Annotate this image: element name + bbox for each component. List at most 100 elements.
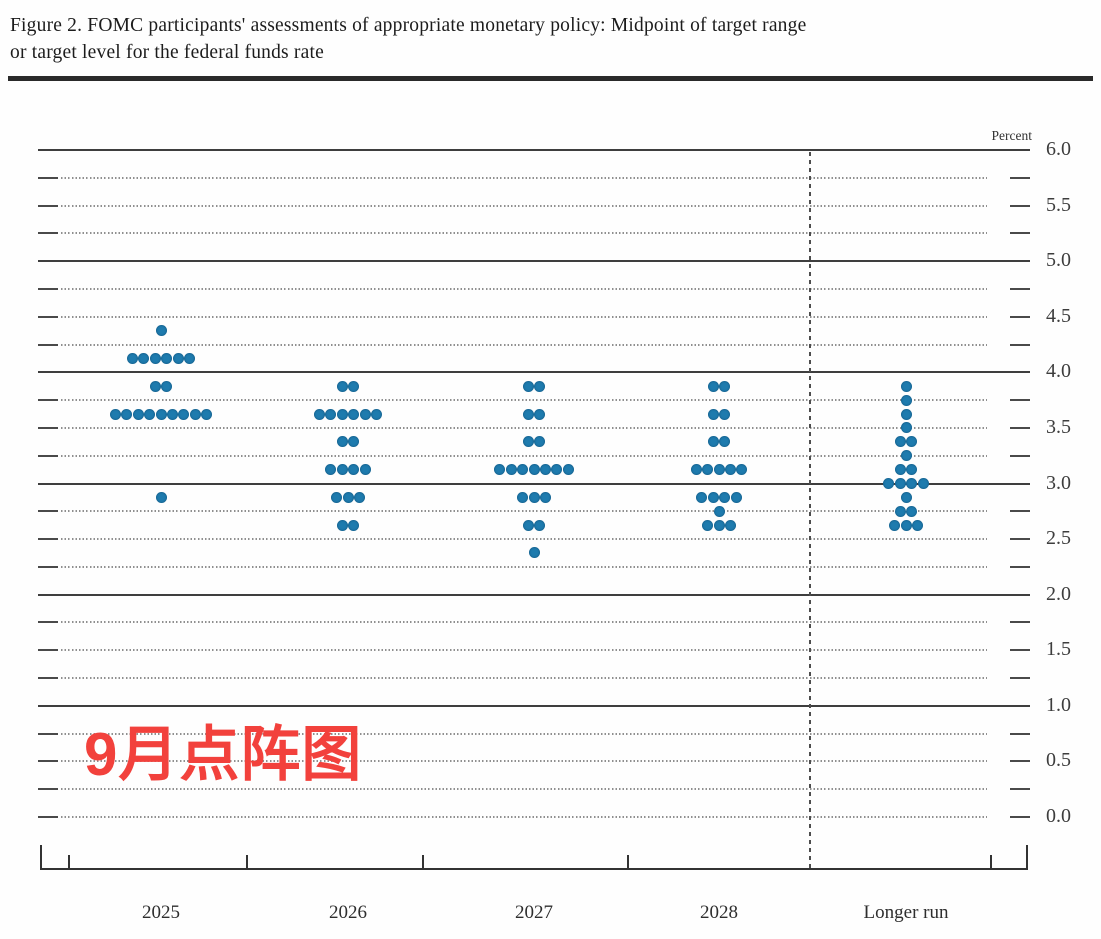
grid-left-tick <box>38 760 58 763</box>
x-axis-baseline <box>40 868 1028 870</box>
grid-line-solid <box>38 704 1030 707</box>
dot <box>138 352 150 364</box>
dot <box>201 408 213 420</box>
grid-right-tick <box>1010 677 1030 680</box>
dot <box>539 464 551 476</box>
x-category-label: 2026 <box>329 902 367 923</box>
x-category-label: 2028 <box>700 902 738 923</box>
dot <box>336 408 348 420</box>
dot <box>161 352 173 364</box>
y-axis-unit-label: Percent <box>991 128 1032 143</box>
dot <box>900 408 912 420</box>
grid-left-tick <box>38 315 58 318</box>
figure-title-line1: Figure 2. FOMC participants' assessments… <box>10 15 807 36</box>
grid-line-dotted <box>61 399 987 402</box>
grid-line-dotted <box>61 732 987 735</box>
dot <box>551 464 563 476</box>
grid-right-tick <box>1010 426 1030 429</box>
dot <box>178 408 190 420</box>
dot <box>900 394 912 406</box>
dot <box>539 491 551 503</box>
grid-left-tick <box>38 677 58 680</box>
grid-line-dotted <box>61 343 987 346</box>
dot <box>314 408 325 420</box>
dot <box>522 380 534 392</box>
y-tick-label: 5.0 <box>1046 249 1071 272</box>
grid-left-tick <box>38 176 58 179</box>
y-tick-label: 4.0 <box>1046 360 1071 383</box>
dot <box>155 408 167 420</box>
dot <box>713 519 725 531</box>
grid-line-dotted <box>61 510 987 513</box>
dot <box>348 380 360 392</box>
dot <box>189 408 201 420</box>
dot <box>109 408 121 420</box>
grid-left-tick <box>38 510 58 513</box>
grid-right-tick <box>1010 760 1030 763</box>
dot <box>906 478 918 489</box>
dot <box>353 491 365 503</box>
dot <box>702 464 714 476</box>
grid-line-dotted <box>61 677 987 680</box>
dot <box>494 464 506 476</box>
dot <box>900 380 912 392</box>
dot <box>534 380 546 392</box>
grid-line-solid <box>38 593 1030 596</box>
dot <box>517 464 529 476</box>
dot <box>707 436 719 448</box>
grid-left-tick <box>38 816 58 818</box>
dot <box>894 436 906 448</box>
dot <box>900 422 912 434</box>
x-axis-left-endcap <box>40 845 42 870</box>
grid-line-solid <box>38 371 1030 374</box>
x-axis-tick <box>990 855 992 870</box>
grid-line-dotted <box>61 760 987 763</box>
dot <box>894 505 906 517</box>
grid-line-dotted <box>61 176 987 179</box>
dot <box>348 408 360 420</box>
dot <box>534 519 546 531</box>
dot <box>325 408 337 420</box>
dot <box>336 519 348 531</box>
grid-left-tick <box>38 732 58 735</box>
dot <box>534 408 546 420</box>
dot <box>690 464 702 476</box>
dot <box>336 436 348 448</box>
dot <box>900 450 912 462</box>
dot <box>127 352 138 364</box>
grid-left-tick <box>38 538 58 541</box>
dot <box>906 464 918 476</box>
grid-left-tick <box>38 204 58 207</box>
dot <box>736 464 748 476</box>
grid-line-dotted <box>61 788 987 791</box>
dot <box>144 408 156 420</box>
grid-line-solid <box>38 482 1030 485</box>
dot <box>900 491 912 503</box>
dot <box>172 352 184 364</box>
grid-left-tick <box>38 621 58 624</box>
grid-line-solid <box>38 149 1030 151</box>
grid-line-dotted <box>61 315 987 318</box>
grid-line-dotted <box>61 287 987 290</box>
grid-right-tick <box>1010 343 1030 346</box>
grid-right-tick <box>1010 621 1030 624</box>
dot <box>336 464 348 476</box>
dot <box>528 491 540 503</box>
grid-line-dotted <box>61 204 987 207</box>
y-tick-label: 0.5 <box>1046 749 1071 772</box>
dot <box>522 408 534 420</box>
dot <box>883 478 895 489</box>
grid-line-dotted <box>61 232 987 235</box>
dot <box>161 380 173 392</box>
longer-run-separator-line <box>809 152 811 868</box>
grid-right-tick <box>1010 399 1030 402</box>
grid-right-tick <box>1010 232 1030 235</box>
y-tick-label: 2.0 <box>1046 582 1071 605</box>
dot <box>331 491 343 503</box>
dot <box>505 464 517 476</box>
dot <box>917 478 929 489</box>
dot <box>132 408 144 420</box>
grid-right-tick <box>1010 454 1030 457</box>
dot <box>724 464 736 476</box>
y-tick-label: 4.5 <box>1046 304 1071 327</box>
